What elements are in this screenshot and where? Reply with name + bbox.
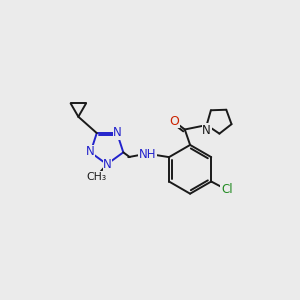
Text: N: N [85,145,94,158]
Text: N: N [103,158,112,171]
Text: NH: NH [139,148,156,161]
Text: N: N [113,126,122,139]
Text: CH₃: CH₃ [86,172,106,182]
Text: N: N [202,124,211,137]
Text: Cl: Cl [221,183,232,196]
Text: O: O [169,115,179,128]
